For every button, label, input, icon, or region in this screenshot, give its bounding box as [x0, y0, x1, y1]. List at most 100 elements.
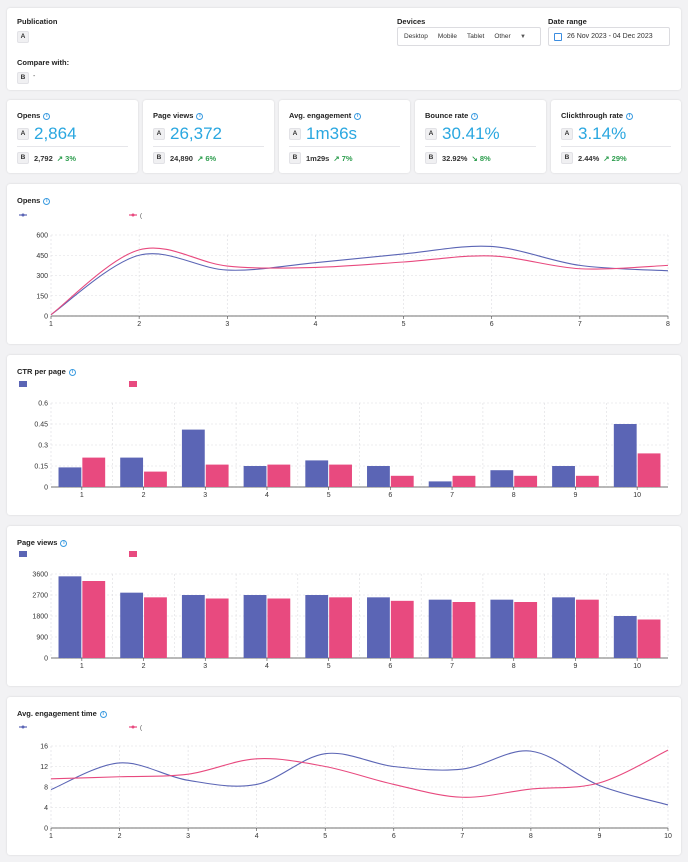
pageviews-chart-title: Page views i — [17, 538, 68, 547]
metric-delta-value: 8% — [479, 153, 491, 163]
metric-b-value: 24,890 — [170, 153, 193, 163]
ctr-chart-card: CTR per page i 0 0.15 0.3 0.45 0.6 1 2 3 4 5 6 7 8 9 10 — [7, 355, 681, 515]
divider — [289, 146, 400, 147]
series-b-bar — [514, 602, 538, 658]
x-tick-label: 1 — [80, 663, 84, 670]
y-tick-label: 8 — [44, 785, 48, 792]
metric-title-text: Opens — [17, 111, 41, 120]
series-a-bar — [552, 466, 575, 487]
info-icon[interactable]: i — [626, 113, 634, 120]
y-tick-label: 3600 — [32, 572, 48, 579]
device-option-desktop[interactable]: Desktop — [404, 33, 428, 40]
x-tick-label: 1 — [49, 833, 53, 840]
info-icon[interactable]: i — [68, 369, 76, 376]
series-b-badge: B — [289, 152, 301, 164]
series-a-bar — [181, 429, 205, 487]
legend-swatch — [19, 381, 27, 387]
device-option-tablet[interactable]: Tablet — [467, 33, 485, 40]
x-tick-label: 2 — [137, 321, 141, 328]
metric-delta: ↗ 3% — [57, 154, 76, 163]
series-a-bar — [428, 599, 452, 658]
chevron-down-icon[interactable]: ▼ — [520, 34, 526, 40]
info-icon[interactable]: i — [354, 113, 362, 120]
date-range-picker[interactable]: 26 Nov 2023 - 04 Dec 2023 — [548, 27, 670, 46]
series-a-bar — [305, 460, 329, 487]
info-icon[interactable]: i — [99, 711, 107, 718]
x-tick-label: 2 — [142, 663, 146, 670]
info-icon[interactable]: i — [60, 540, 68, 547]
y-tick-label: 0 — [44, 485, 48, 492]
x-tick-label: 3 — [225, 321, 229, 328]
legend-swatch — [129, 381, 137, 387]
device-option-mobile[interactable]: Mobile — [437, 33, 458, 40]
metric-delta-value: 3% — [65, 153, 77, 163]
x-tick-label: 10 — [664, 833, 672, 840]
y-tick-label: 4 — [44, 805, 48, 812]
series-a-bar — [490, 599, 514, 658]
info-icon[interactable]: i — [471, 113, 479, 120]
pageviews-chart-title-text: Page views — [17, 538, 58, 547]
engagement-chart-card: Avg. engagement time i (0 4 8 12 16 1 2 3 4 5 6 7 8 9 1… — [7, 697, 681, 855]
x-tick-label: 3 — [186, 833, 190, 840]
series-a-badge: A — [561, 128, 573, 140]
metric-title-text: Page views — [153, 111, 194, 120]
ctr-bar-chart: 0 0.15 0.3 0.45 0.6 1 2 3 4 5 6 7 8 9 10 — [19, 381, 669, 499]
series-b-bar — [390, 600, 414, 658]
x-tick-label: 2 — [118, 833, 122, 840]
metric-card: Page views i A 26,372 B 24,890 ↗ 6% — [143, 100, 274, 173]
legend-label: ( — [140, 214, 142, 220]
compare-value[interactable]: - — [33, 73, 36, 80]
info-icon[interactable]: i — [43, 113, 51, 120]
info-icon[interactable]: i — [43, 198, 51, 205]
metric-b-row: B 24,890 ↗ 6% — [153, 152, 216, 164]
opens-chart-card: Opens i (0 150 300 450 600 1 2 3 4 5 6 7 8 — [7, 184, 681, 344]
divider — [425, 146, 536, 147]
series-a-bar — [552, 597, 575, 658]
series-b-bar — [82, 457, 106, 487]
y-tick-label: 1800 — [32, 614, 48, 621]
device-option-other[interactable]: Other — [494, 33, 511, 40]
metric-card: Bounce rate i A 30.41% B 32.92% ↘ 8% — [415, 100, 546, 173]
metric-a-row: A 2,864 — [17, 124, 77, 144]
series-b-bar — [329, 597, 352, 658]
filters-card: Publication A Devices Date range Compare… — [7, 8, 681, 90]
legend-label: ( — [140, 726, 142, 732]
divider — [17, 146, 128, 147]
series-a-bar — [120, 592, 144, 658]
series-b-badge: B — [17, 152, 29, 164]
metric-title-text: Avg. engagement — [289, 111, 352, 120]
opens-chart-title-text: Opens — [17, 196, 41, 205]
series-a-badge: A — [153, 128, 165, 140]
opens-chart-title: Opens i — [17, 196, 51, 205]
compare-badge[interactable]: B — [17, 72, 29, 84]
y-tick-label: 450 — [36, 253, 48, 260]
metric-title: Clickthrough rate i — [561, 111, 634, 120]
metric-b-row: B 2.44% ↗ 29% — [561, 152, 627, 164]
metric-title-text: Bounce rate — [425, 111, 469, 120]
metric-b-value: 2.44% — [578, 153, 600, 163]
metric-delta: ↘ 8% — [471, 154, 490, 163]
metric-a-value: 2,864 — [34, 124, 77, 143]
divider — [561, 146, 671, 147]
legend-marker — [21, 213, 25, 217]
legend-marker — [131, 725, 135, 729]
y-tick-label: 0.3 — [38, 443, 48, 450]
publication-badge[interactable]: A — [17, 31, 29, 43]
date-range-label: Date range — [548, 17, 587, 26]
series-a-bar — [490, 470, 514, 487]
y-tick-label: 0.6 — [38, 401, 48, 408]
series-a-bar — [58, 467, 82, 487]
x-tick-label: 10 — [633, 663, 641, 670]
x-tick-label: 6 — [388, 663, 392, 670]
info-icon[interactable]: i — [196, 113, 204, 120]
series-a-bar — [367, 597, 390, 658]
y-tick-label: 0 — [44, 826, 48, 833]
series-b-bar — [452, 475, 476, 487]
series-b-badge: B — [425, 152, 437, 164]
devices-select[interactable]: Desktop Mobile Tablet Other ▼ — [397, 27, 541, 46]
y-tick-label: 0 — [44, 656, 48, 663]
metric-delta: ↗ 7% — [333, 154, 352, 163]
pageviews-bar-chart: 0 900 1800 2700 3600 1 2 3 4 5 6 7 8 9 10 — [19, 551, 669, 670]
metric-b-value: 32.92% — [442, 153, 468, 163]
